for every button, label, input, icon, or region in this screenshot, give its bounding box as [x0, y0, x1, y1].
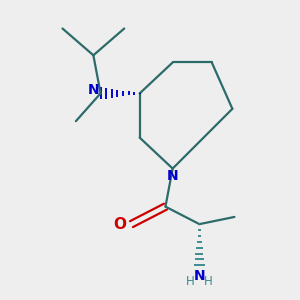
Text: H: H: [204, 275, 213, 288]
Text: O: O: [114, 217, 127, 232]
Text: N: N: [194, 269, 205, 284]
Text: N: N: [167, 169, 178, 183]
Text: H: H: [186, 275, 194, 288]
Text: N: N: [88, 83, 99, 97]
